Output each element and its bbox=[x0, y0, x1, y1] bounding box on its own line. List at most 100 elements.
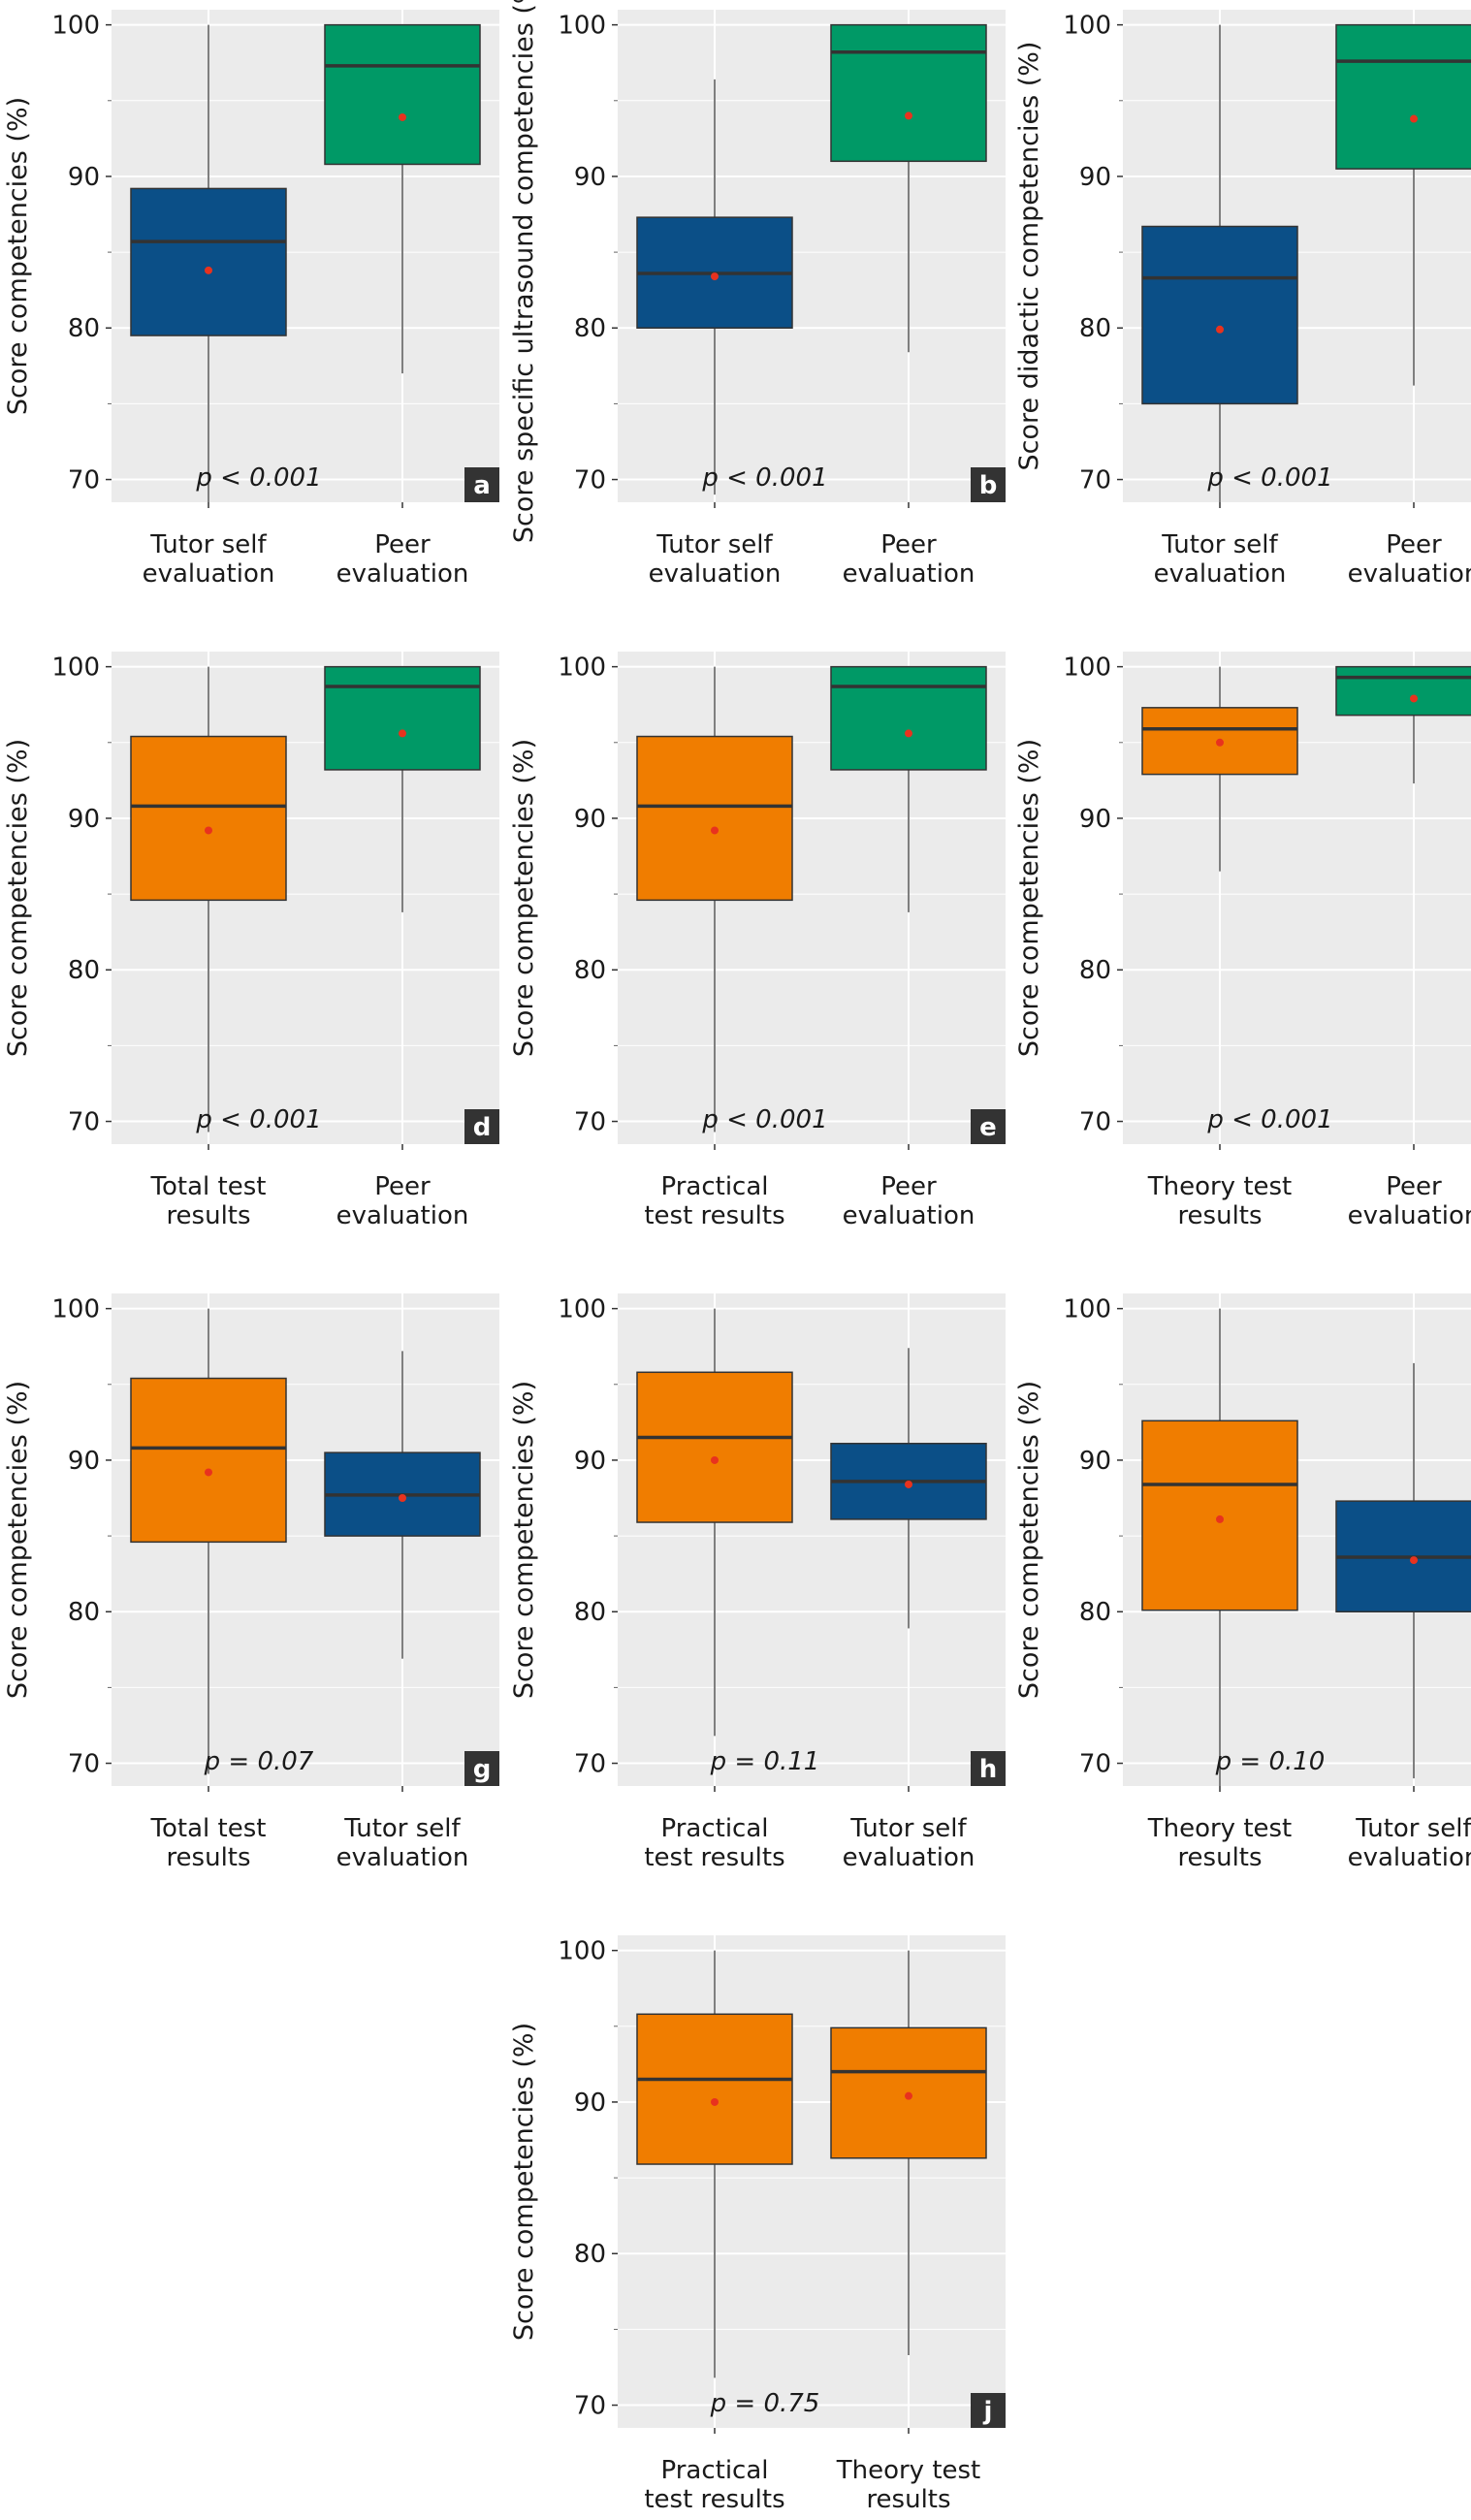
x-category-label: Peer bbox=[1386, 530, 1442, 559]
y-tick-label: 80 bbox=[1079, 314, 1111, 343]
y-tick-label: 70 bbox=[574, 466, 606, 495]
y-tick-label: 70 bbox=[68, 1750, 100, 1779]
y-tick-label: 90 bbox=[574, 805, 606, 834]
p-value-label: p < 0.001 bbox=[701, 1105, 827, 1134]
y-tick-label: 100 bbox=[51, 1295, 100, 1324]
x-category-label: Tutor self bbox=[656, 530, 773, 559]
p-value-label: p = 0.10 bbox=[1215, 1747, 1326, 1776]
x-category-label: evaluation bbox=[1348, 1201, 1471, 1230]
iqr-box bbox=[324, 23, 481, 166]
panel-letter-badge bbox=[464, 1751, 499, 1786]
x-category-label: evaluation bbox=[649, 559, 782, 589]
mean-point bbox=[905, 729, 912, 738]
y-tick-label: 90 bbox=[574, 1447, 606, 1476]
y-tick-label: 90 bbox=[1079, 163, 1111, 192]
y-tick-label: 90 bbox=[574, 2089, 606, 2118]
y-tick-label: 100 bbox=[558, 12, 606, 41]
iqr-box bbox=[324, 665, 481, 771]
mean-point bbox=[205, 1468, 212, 1477]
y-tick-label: 70 bbox=[68, 466, 100, 495]
x-category-label: Peer bbox=[374, 1172, 431, 1201]
panel-letter: d bbox=[473, 1113, 492, 1142]
x-category-label: results bbox=[1177, 1201, 1262, 1230]
x-category-label: Practical bbox=[660, 2456, 768, 2485]
panel-letter-badge bbox=[971, 2393, 1006, 2428]
mean-point bbox=[1216, 738, 1224, 747]
panel-letter-badge bbox=[971, 467, 1006, 502]
iqr-box bbox=[1141, 225, 1298, 405]
x-category-label: Peer bbox=[1386, 1172, 1442, 1201]
y-tick-label: 100 bbox=[558, 1295, 606, 1324]
panel-letter: g bbox=[473, 1755, 492, 1784]
panel-letter-badge bbox=[464, 467, 499, 502]
panel-letter-badge bbox=[971, 1109, 1006, 1144]
p-value-label: p < 0.001 bbox=[701, 463, 827, 493]
iqr-box bbox=[830, 23, 987, 163]
mean-point bbox=[1410, 1556, 1418, 1565]
x-category-label: evaluation bbox=[336, 1201, 469, 1230]
x-category-label: Total test bbox=[150, 1814, 267, 1843]
y-axis-title: Score competencies (%) bbox=[1014, 1381, 1044, 1699]
y-axis-title: Score specific ultrasound competencies (… bbox=[509, 0, 539, 543]
y-tick-label: 80 bbox=[574, 956, 606, 985]
x-category-label: test results bbox=[644, 1843, 784, 1872]
p-value-label: p = 0.11 bbox=[710, 1747, 820, 1776]
mean-point bbox=[205, 826, 212, 835]
y-axis-title: Score competencies (%) bbox=[509, 2023, 539, 2341]
x-category-label: Peer bbox=[880, 1172, 937, 1201]
p-value-label: p < 0.001 bbox=[195, 463, 321, 493]
y-tick-label: 80 bbox=[574, 2240, 606, 2269]
x-category-label: evaluation bbox=[843, 1843, 975, 1872]
x-category-label: Peer bbox=[880, 530, 937, 559]
y-tick-label: 80 bbox=[1079, 1598, 1111, 1627]
y-tick-label: 70 bbox=[574, 1108, 606, 1137]
x-category-label: Practical bbox=[660, 1814, 768, 1843]
x-category-label: evaluation bbox=[1348, 1843, 1471, 1872]
x-category-label: test results bbox=[644, 2485, 784, 2514]
mean-point bbox=[1410, 114, 1418, 123]
y-tick-label: 100 bbox=[558, 1937, 606, 1966]
x-category-label: evaluation bbox=[1348, 559, 1471, 589]
y-tick-label: 80 bbox=[574, 314, 606, 343]
x-category-label: evaluation bbox=[843, 559, 975, 589]
y-axis-title: Score competencies (%) bbox=[1014, 739, 1044, 1057]
y-axis-title: Score competencies (%) bbox=[3, 1381, 33, 1699]
x-category-label: Total test bbox=[150, 1172, 267, 1201]
y-tick-label: 90 bbox=[68, 163, 100, 192]
y-tick-label: 100 bbox=[1063, 654, 1111, 683]
y-tick-label: 70 bbox=[574, 1750, 606, 1779]
y-tick-label: 70 bbox=[1079, 1108, 1111, 1137]
p-value-label: p < 0.001 bbox=[195, 1105, 321, 1134]
x-category-label: Theory test bbox=[836, 2456, 981, 2485]
mean-point bbox=[205, 266, 212, 274]
x-category-label: Practical bbox=[660, 1172, 768, 1201]
mean-point bbox=[711, 1455, 719, 1464]
x-category-label: results bbox=[1177, 1843, 1262, 1872]
mean-point bbox=[905, 112, 912, 120]
p-value-label: p < 0.001 bbox=[1206, 1105, 1332, 1134]
y-tick-label: 90 bbox=[68, 1447, 100, 1476]
plot-background bbox=[618, 1293, 1006, 1786]
y-tick-label: 80 bbox=[68, 956, 100, 985]
iqr-box bbox=[636, 1371, 793, 1523]
y-axis-title: Score didactic competencies (%) bbox=[1014, 42, 1044, 471]
iqr-box bbox=[130, 735, 287, 902]
